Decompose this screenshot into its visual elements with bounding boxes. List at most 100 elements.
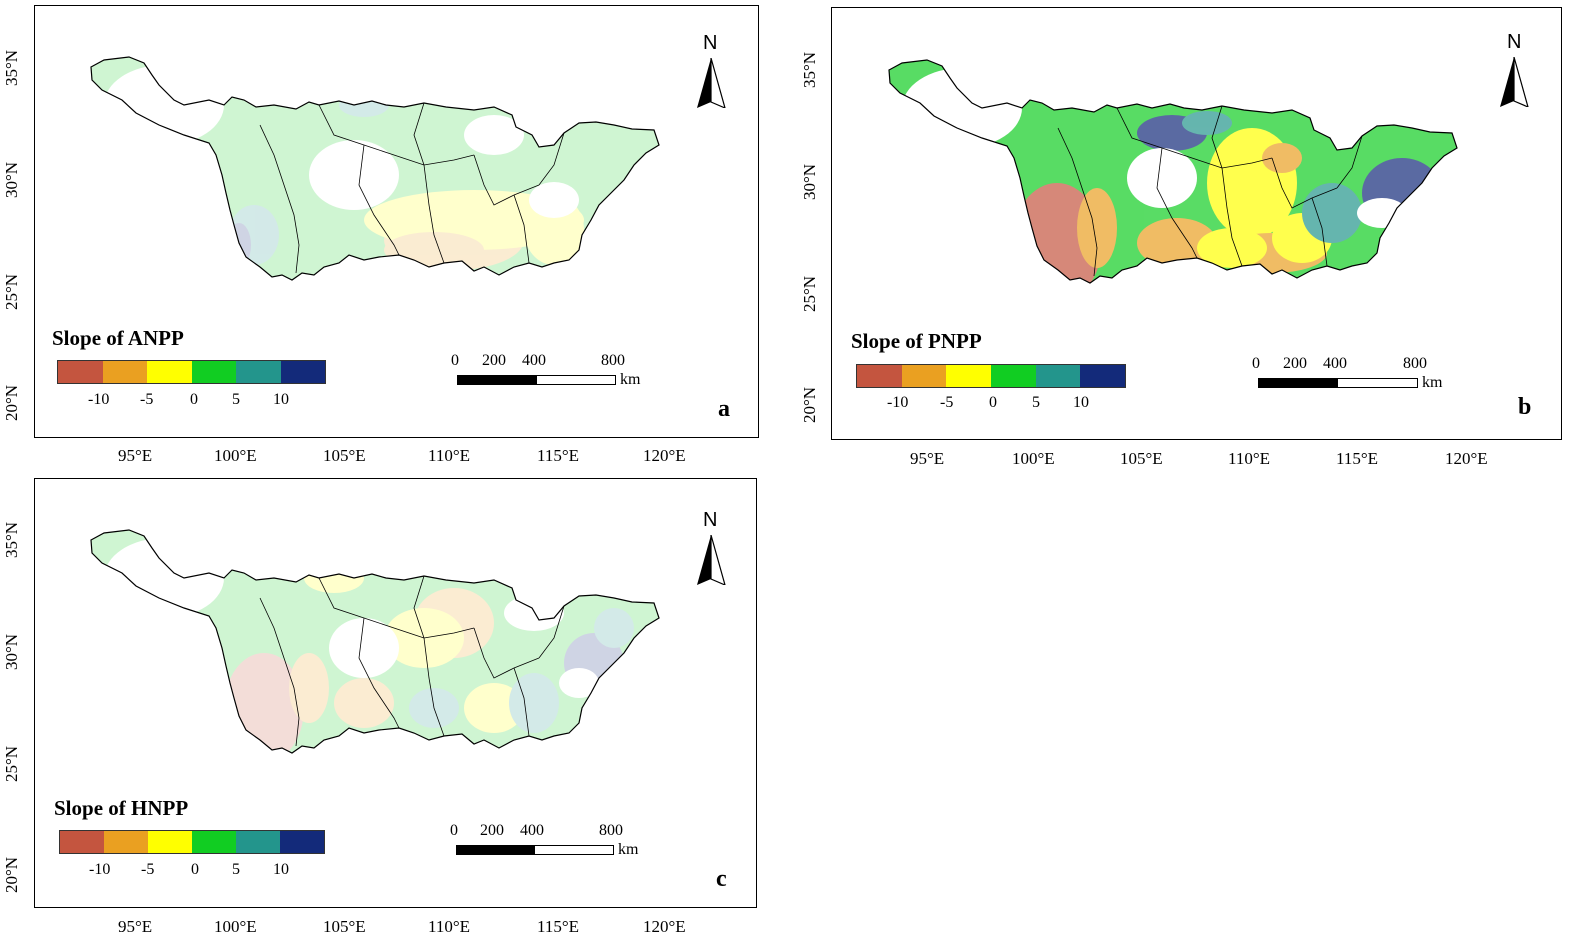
y-tick-label: 20°N <box>2 856 22 894</box>
legend-swatch <box>236 831 280 853</box>
legend-swatch <box>236 361 281 383</box>
legend-swatch <box>280 831 324 853</box>
legend-colorbar <box>57 360 326 384</box>
panel-letter: c <box>716 866 727 892</box>
y-tick-label: 35°N <box>2 49 22 87</box>
legend-value: -5 <box>940 394 954 411</box>
legend-swatch <box>147 361 192 383</box>
north-label: N <box>1507 31 1522 53</box>
legend-colorbar <box>856 364 1126 388</box>
y-tick-label: 30°N <box>2 633 22 671</box>
north-label: N <box>703 32 718 54</box>
x-tick-label: 105°E <box>323 446 366 465</box>
x-tick-label: 100°E <box>214 446 257 465</box>
x-tick-label: 120°E <box>643 917 686 936</box>
legend-value: 5 <box>232 391 240 408</box>
legend-swatch <box>60 831 104 853</box>
map-a <box>90 56 660 281</box>
legend-title: Slope of HNPP <box>54 796 189 820</box>
map-c <box>90 529 660 754</box>
legend-swatch <box>991 365 1036 387</box>
x-tick-label: 120°E <box>1445 449 1488 468</box>
y-tick-label: 25°N <box>2 745 22 783</box>
y-tick-label: 30°N <box>800 163 820 201</box>
scale-label: 200 <box>480 822 504 839</box>
legend-value: 10 <box>273 861 289 878</box>
legend-value: 10 <box>1073 394 1089 411</box>
legend-value: 0 <box>989 394 997 411</box>
x-tick-label: 100°E <box>1012 449 1055 468</box>
x-tick-label: 115°E <box>1336 449 1379 468</box>
legend-swatch <box>901 365 947 387</box>
x-tick-label: 110°E <box>428 446 471 465</box>
legend-value: -10 <box>88 391 110 408</box>
legend-title: Slope of ANPP <box>52 326 184 350</box>
north-arrow-icon <box>697 58 726 108</box>
x-tick-label: 110°E <box>1228 449 1271 468</box>
x-tick-label: 110°E <box>428 917 471 936</box>
scale-label: 800 <box>1403 355 1427 372</box>
subbasin-boundaries <box>259 102 565 274</box>
map-b <box>888 59 1458 284</box>
panel-letter: a <box>718 396 730 422</box>
x-tick-label: 115°E <box>537 917 580 936</box>
legend-swatch <box>857 365 902 387</box>
scale-label: 400 <box>1323 355 1347 372</box>
legend-swatch <box>946 365 992 387</box>
legend-value: 0 <box>190 391 198 408</box>
legend-swatch <box>1080 365 1126 387</box>
legend-swatch <box>102 361 147 383</box>
x-tick-label: 120°E <box>643 446 686 465</box>
scale-label: 0 <box>451 352 459 369</box>
y-tick-label: 20°N <box>2 384 22 422</box>
legend-value: 5 <box>1032 394 1040 411</box>
y-tick-label: 25°N <box>2 273 22 311</box>
legend-value: -10 <box>89 861 111 878</box>
x-tick-label: 105°E <box>1120 449 1163 468</box>
scale-bar <box>1258 378 1418 388</box>
scale-label: 200 <box>1283 355 1307 372</box>
scale-label: 0 <box>450 822 458 839</box>
scale-unit: km <box>620 371 641 388</box>
scale-label: 800 <box>599 822 623 839</box>
scale-unit: km <box>1422 374 1443 391</box>
legend-value: -10 <box>887 394 909 411</box>
panel-letter: b <box>1518 394 1532 420</box>
legend-swatch <box>192 831 236 853</box>
x-tick-label: 115°E <box>537 446 580 465</box>
legend-colorbar <box>59 830 325 854</box>
y-tick-label: 35°N <box>800 51 820 89</box>
legend-swatch <box>104 831 148 853</box>
y-tick-label: 25°N <box>800 275 820 313</box>
scale-label: 400 <box>520 822 544 839</box>
x-tick-label: 95°E <box>118 917 153 936</box>
scale-label: 400 <box>522 352 546 369</box>
north-arrow-icon <box>1500 57 1529 107</box>
x-tick-label: 100°E <box>214 917 257 936</box>
scale-label: 800 <box>601 352 625 369</box>
legend-value: -5 <box>141 861 155 878</box>
scale-unit: km <box>618 841 639 858</box>
scale-bar <box>457 375 616 385</box>
scale-label: 200 <box>482 352 506 369</box>
legend-swatch <box>280 361 325 383</box>
x-tick-label: 95°E <box>910 449 945 468</box>
x-tick-label: 105°E <box>323 917 366 936</box>
legend-value: 5 <box>232 861 240 878</box>
legend-value: 0 <box>191 861 199 878</box>
north-label: N <box>703 509 718 531</box>
scale-bar <box>456 845 614 855</box>
legend-swatch <box>58 361 103 383</box>
legend-swatch <box>148 831 192 853</box>
legend-title: Slope of PNPP <box>851 329 982 353</box>
legend-swatch <box>1035 365 1081 387</box>
y-tick-label: 30°N <box>2 161 22 199</box>
north-arrow-icon <box>697 535 726 585</box>
y-tick-label: 35°N <box>2 521 22 559</box>
legend-swatch <box>191 361 236 383</box>
y-tick-label: 20°N <box>800 386 820 424</box>
scale-label: 0 <box>1252 355 1260 372</box>
legend-value: -5 <box>140 391 154 408</box>
legend-value: 10 <box>273 391 289 408</box>
x-tick-label: 95°E <box>118 446 153 465</box>
